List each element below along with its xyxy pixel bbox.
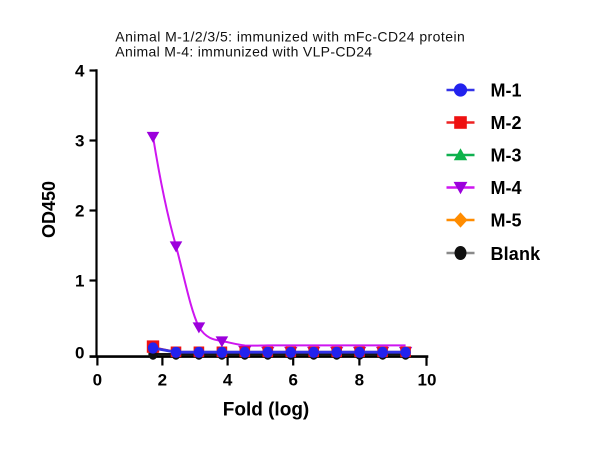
svg-text:Blank: Blank <box>491 244 542 264</box>
svg-text:6: 6 <box>288 370 297 389</box>
svg-text:4: 4 <box>223 370 233 389</box>
svg-text:4: 4 <box>75 62 85 81</box>
svg-text:3: 3 <box>75 132 84 151</box>
svg-text:M-1: M-1 <box>491 81 522 101</box>
svg-text:0: 0 <box>93 370 102 389</box>
svg-text:Animal M-4: immunized with VLP: Animal M-4: immunized with VLP-CD24 <box>115 43 372 59</box>
svg-text:M-3: M-3 <box>491 146 522 166</box>
svg-text:10: 10 <box>418 370 437 389</box>
svg-text:8: 8 <box>355 370 364 389</box>
svg-text:Fold (log): Fold (log) <box>223 400 310 421</box>
svg-text:2: 2 <box>75 202 84 221</box>
svg-text:2: 2 <box>158 370 167 389</box>
svg-text:M-5: M-5 <box>491 211 522 231</box>
svg-text:Animal M-1/2/3/5: immunized wi: Animal M-1/2/3/5: immunized with mFc-CD2… <box>115 29 465 45</box>
svg-text:M-4: M-4 <box>491 178 522 198</box>
svg-text:OD450: OD450 <box>39 181 59 238</box>
svg-text:1: 1 <box>75 272 84 291</box>
svg-text:0: 0 <box>75 344 84 363</box>
svg-text:M-2: M-2 <box>491 113 522 133</box>
